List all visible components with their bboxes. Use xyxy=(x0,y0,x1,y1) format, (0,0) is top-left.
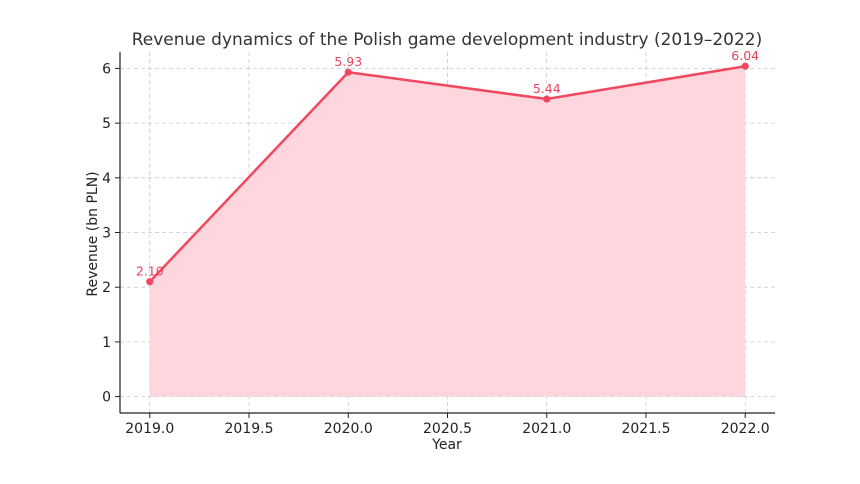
line-layer xyxy=(148,64,746,283)
y-tick-label: 2 xyxy=(102,280,111,296)
ticks-layer: 2019.0 2019.5 2020.0 2020.5 2021.0 2021.5 2022… xyxy=(102,61,770,437)
data-label: 5.93 xyxy=(334,54,362,69)
data-label: 6.04 xyxy=(731,48,759,63)
y-axis-label: Revenue (bn PLN) xyxy=(85,171,101,296)
x-tick-label: 2020.0 xyxy=(324,421,373,437)
chart-title: Revenue dynamics of the Polish game deve… xyxy=(132,30,763,50)
x-axis-label: Year xyxy=(431,437,462,453)
y-tick-label: 3 xyxy=(102,226,111,242)
area-fill xyxy=(149,66,746,397)
data-point xyxy=(146,278,154,286)
y-tick-label: 0 xyxy=(102,390,111,406)
labels-layer: 2.10 5.93 5.44 6.04 xyxy=(136,48,759,279)
y-tick-label: 6 xyxy=(102,61,111,77)
data-label: 2.10 xyxy=(136,264,164,279)
x-tick-label: 2019.0 xyxy=(125,421,174,437)
x-tick-label: 2022.0 xyxy=(721,421,770,437)
series-line xyxy=(148,64,746,283)
y-tick-label: 1 xyxy=(102,335,111,351)
data-point xyxy=(543,95,551,103)
x-tick-label: 2020.5 xyxy=(423,421,472,437)
x-tick-label: 2019.5 xyxy=(225,421,274,437)
area-layer xyxy=(149,66,746,397)
data-point xyxy=(741,62,749,70)
data-label: 5.44 xyxy=(533,81,561,96)
x-tick-label: 2021.5 xyxy=(621,421,670,437)
data-point xyxy=(344,68,352,76)
x-tick-label: 2021.0 xyxy=(522,421,571,437)
points-layer xyxy=(146,62,749,286)
y-tick-label: 4 xyxy=(102,171,111,187)
y-tick-label: 5 xyxy=(102,116,111,132)
